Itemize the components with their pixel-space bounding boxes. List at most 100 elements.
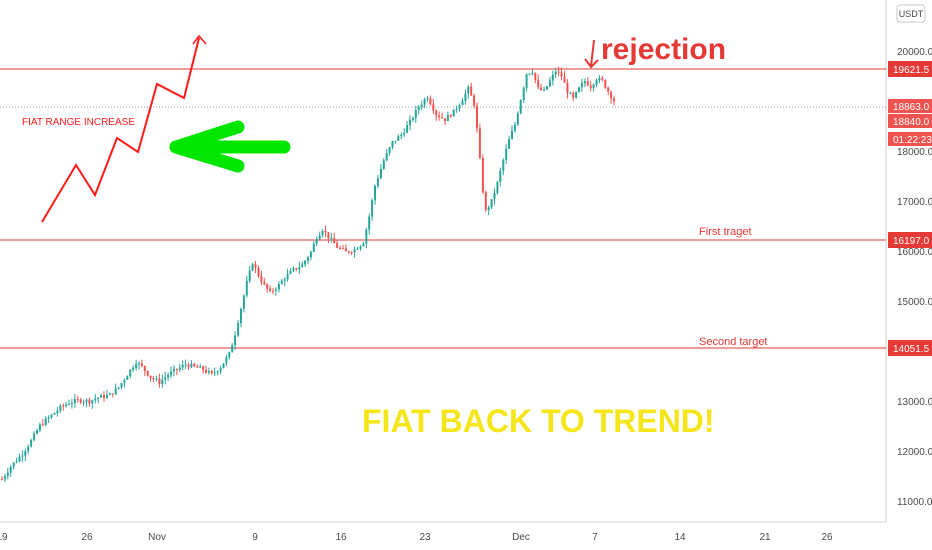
candle-body [274, 289, 277, 292]
candle-body [476, 105, 478, 129]
candle-body [172, 368, 175, 372]
candle-body [298, 267, 301, 270]
candle-body [205, 370, 207, 373]
candle-body [196, 366, 199, 368]
candle-body [394, 140, 397, 142]
candle-body [53, 413, 56, 415]
zigzag-arrowhead-icon [192, 34, 207, 45]
candle-body [47, 417, 50, 419]
x-tick-label: 16 [335, 532, 347, 543]
last-close-tag [888, 114, 932, 128]
fiat-range-label: FIAT RANGE INCREASE [22, 117, 135, 128]
candle-body [557, 71, 560, 73]
candle-body [409, 119, 411, 126]
candle-body [473, 95, 476, 106]
candle-body [330, 237, 333, 239]
candle-body [178, 367, 181, 370]
candle-body [272, 290, 274, 292]
candle-body [184, 364, 187, 366]
candle-body [164, 377, 167, 380]
candle-body [149, 375, 152, 378]
candle-body [478, 128, 481, 159]
candle-body [312, 243, 315, 252]
candle-body [248, 270, 251, 281]
candle-body [114, 388, 117, 395]
candle-body [583, 81, 586, 84]
candle-body [79, 399, 82, 403]
y-axis-ticks: 20000.0 18000.0 17000.0 16000.0 15000.0 … [897, 47, 932, 508]
fiat-back-to-trend-label: FIAT BACK TO TREND! [362, 403, 715, 439]
candle-body [73, 399, 76, 403]
candle-body [423, 99, 426, 105]
candle-body [525, 74, 528, 88]
candle-body [108, 393, 111, 395]
candle-body [359, 246, 362, 249]
candle-body [487, 207, 490, 210]
candle-body [388, 147, 391, 153]
y-tick-label: 16000.0 [897, 247, 932, 258]
candle-body [490, 199, 493, 208]
candle-body [202, 366, 205, 370]
down-arrow-icon [584, 39, 599, 69]
candle-body [237, 323, 240, 336]
rejection-label: rejection [601, 33, 726, 66]
candle-body [240, 308, 242, 324]
candle-body [187, 364, 190, 368]
x-tick-label: 9 [252, 532, 258, 543]
candle-body [598, 78, 601, 81]
candle-body [286, 273, 289, 280]
candle-body [30, 440, 33, 447]
candle-body [385, 153, 388, 161]
candle-body [540, 87, 543, 90]
candle-body [216, 371, 219, 373]
candle-body [219, 368, 222, 372]
candle-body [161, 379, 164, 384]
candle-body [327, 232, 330, 239]
currency-badge[interactable] [896, 4, 926, 23]
candle-body [289, 270, 292, 274]
candle-body [563, 76, 566, 83]
candle-body [607, 87, 610, 92]
candle-body [374, 185, 376, 201]
candle-body [604, 79, 607, 88]
candle-body [368, 216, 371, 230]
candle-body [449, 115, 452, 117]
candle-body [350, 252, 353, 254]
left-arrow-icon [169, 120, 291, 173]
candle-body [455, 108, 458, 110]
candle-body [213, 372, 216, 374]
x-axis-ticks: 19 26 Nov 9 16 23 Dec 7 14 21 26 [0, 532, 833, 543]
candle-body [353, 249, 356, 253]
candle-body [342, 248, 344, 250]
x-tick-label: 26 [821, 532, 833, 543]
candle-body [120, 383, 123, 388]
candle-body [522, 87, 525, 101]
candle-body [33, 433, 36, 441]
candle-body [505, 148, 508, 160]
candle-body [452, 109, 455, 117]
first-target-label: First traget [699, 226, 752, 238]
y-tick-label: 17000.0 [897, 197, 932, 208]
first-target-price-tag [888, 232, 932, 248]
candle-body [362, 243, 365, 246]
candlestick-series [1, 66, 615, 483]
candle-body [426, 98, 429, 100]
candle-body [528, 73, 531, 75]
candle-body [257, 267, 260, 276]
candle-body [9, 466, 12, 473]
candle-body [123, 380, 126, 384]
candle-body [1, 479, 3, 481]
candle-body [382, 160, 385, 169]
last-close-text: 18840.0 [893, 117, 930, 128]
candle-body [595, 80, 598, 85]
candle-body [438, 115, 441, 118]
y-tick-label: 18000.0 [897, 147, 932, 158]
candle-body [126, 376, 129, 380]
candle-body [56, 410, 59, 414]
x-tick-label: Dec [512, 532, 530, 543]
candle-body [70, 403, 73, 404]
candle-body [481, 158, 484, 193]
candle-body [68, 403, 70, 405]
candle-body [170, 371, 172, 375]
candle-body [592, 84, 595, 88]
